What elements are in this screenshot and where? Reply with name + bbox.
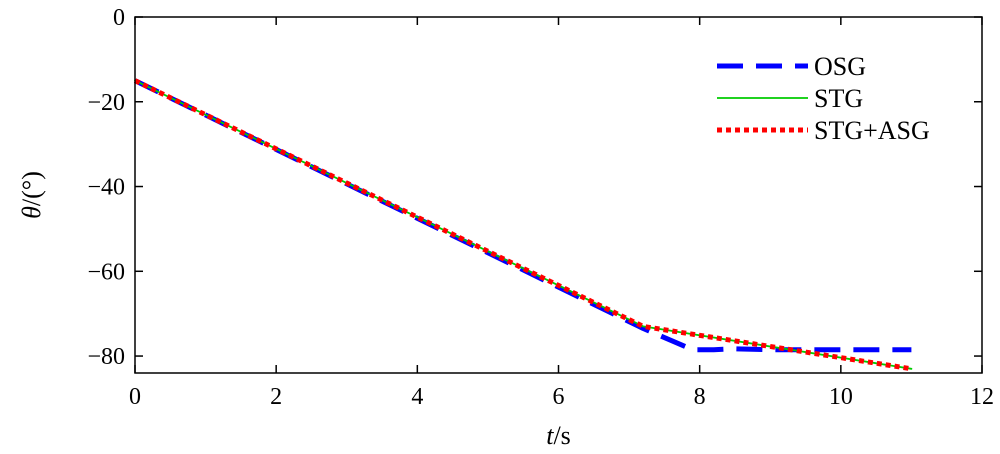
tick-labels: 0 2 4 6 8 10 12 0 −20 −40 −60 −80 (87, 5, 994, 410)
x-tick-label: 12 (970, 384, 994, 410)
legend-label: STG+ASG (814, 116, 930, 145)
x-tick-label: 6 (553, 384, 565, 410)
y-tick-label: 0 (113, 5, 125, 31)
y-tick-label: −80 (87, 344, 125, 370)
x-tick-label: 10 (829, 384, 853, 410)
x-axis-unit: /s (553, 421, 570, 450)
x-axis-label: t/s (546, 421, 571, 450)
plot-lines (133, 78, 913, 372)
y-axis-label: θ/(°) (17, 171, 46, 219)
x-tick-label: 2 (270, 384, 282, 410)
y-tick-label: −60 (87, 259, 125, 285)
y-axis-unit: /(°) (17, 171, 46, 206)
legend: OSG STG STG+ASG (717, 52, 930, 145)
series-line-stg (134, 79, 913, 370)
x-tick-label: 0 (129, 384, 141, 410)
y-tick-label: −20 (87, 90, 125, 116)
y-axis-var: θ (17, 206, 46, 219)
series-line-osg (133, 78, 912, 353)
legend-label: STG (814, 84, 863, 113)
axis-ticks (134, 16, 983, 373)
x-tick-label: 8 (694, 384, 706, 410)
x-tick-label: 4 (411, 384, 423, 410)
series-line-stg-asg (133, 78, 912, 372)
legend-label: OSG (814, 52, 866, 81)
y-tick-label: −40 (87, 175, 125, 201)
x-axis-var: t (546, 421, 554, 450)
